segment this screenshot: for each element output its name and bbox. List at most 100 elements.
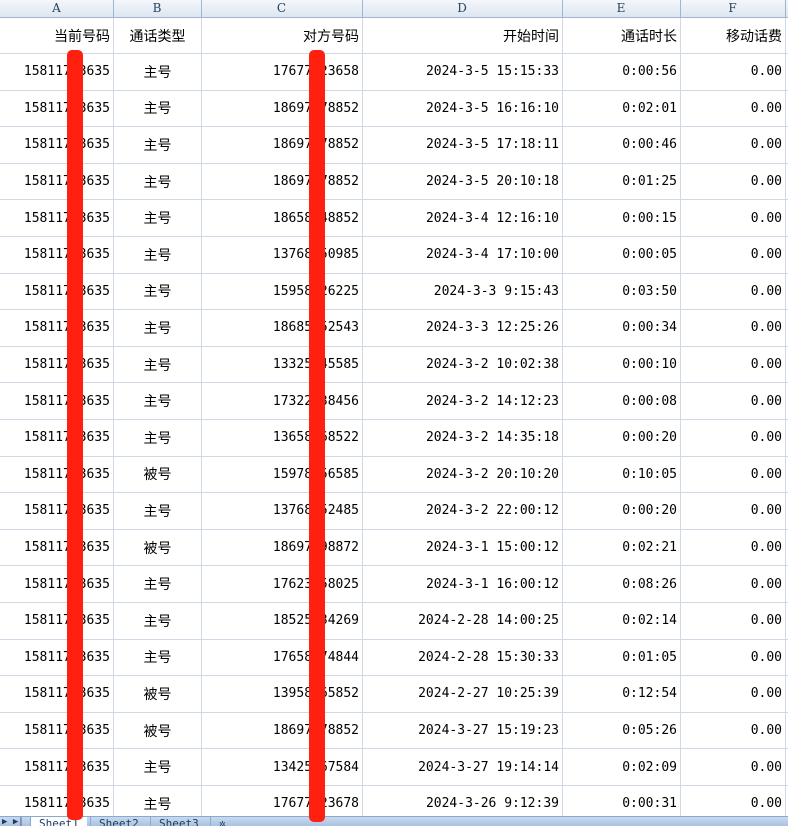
duration-cell[interactable]: 0:03:50 <box>563 273 681 310</box>
call-type-cell[interactable]: 被号 <box>114 529 202 566</box>
start-time-cell[interactable]: 2024-3-27 15:19:23 <box>363 712 563 749</box>
call-type-cell[interactable]: 主号 <box>114 54 202 90</box>
fee-cell[interactable]: 0.00 <box>681 127 786 163</box>
fee-cell[interactable]: 0.00 <box>681 712 786 749</box>
current-number-cell[interactable]: 15811753635 <box>0 163 114 200</box>
duration-cell[interactable]: 0:08:26 <box>563 566 681 602</box>
current-number-cell[interactable]: 15811753635 <box>0 639 114 676</box>
duration-cell[interactable]: 0:02:09 <box>563 749 681 785</box>
call-type-cell[interactable]: 主号 <box>114 639 202 676</box>
duration-cell[interactable]: 0:12:54 <box>563 676 681 712</box>
current-number-cell[interactable]: 15811753635 <box>0 786 114 822</box>
duration-cell[interactable]: 0:02:01 <box>563 90 681 127</box>
call-type-cell[interactable]: 主号 <box>114 603 202 639</box>
sheet-tab-2[interactable]: Sheet2 <box>90 817 147 826</box>
other-number-cell[interactable]: 17322538456 <box>202 383 363 419</box>
call-type-cell[interactable]: 被号 <box>114 712 202 749</box>
start-time-cell[interactable]: 2024-3-5 15:15:33 <box>363 54 563 90</box>
call-type-cell[interactable]: 被号 <box>114 456 202 493</box>
duration-cell[interactable]: 0:00:46 <box>563 127 681 163</box>
fee-cell[interactable]: 0.00 <box>681 676 786 712</box>
fee-cell[interactable]: 0.00 <box>681 529 786 566</box>
start-time-cell[interactable]: 2024-3-3 12:25:26 <box>363 310 563 346</box>
call-type-cell[interactable]: 主号 <box>114 749 202 785</box>
column-header-b[interactable]: B <box>113 0 202 17</box>
start-time-cell[interactable]: 2024-3-27 19:14:14 <box>363 749 563 785</box>
duration-cell[interactable]: 0:00:10 <box>563 346 681 383</box>
fee-cell[interactable]: 0.00 <box>681 90 786 127</box>
other-number-cell[interactable]: 15978156585 <box>202 456 363 493</box>
fee-cell[interactable]: 0.00 <box>681 786 786 822</box>
current-number-cell[interactable]: 15811753635 <box>0 383 114 419</box>
start-time-cell[interactable]: 2024-3-1 16:00:12 <box>363 566 563 602</box>
other-number-cell[interactable]: 17658474844 <box>202 639 363 676</box>
call-type-cell[interactable]: 主号 <box>114 273 202 310</box>
start-time-cell[interactable]: 2024-3-2 22:00:12 <box>363 493 563 529</box>
fee-cell[interactable]: 0.00 <box>681 566 786 602</box>
call-type-cell[interactable]: 主号 <box>114 493 202 529</box>
call-type-cell[interactable]: 主号 <box>114 566 202 602</box>
start-time-cell[interactable]: 2024-2-28 14:00:25 <box>363 603 563 639</box>
other-number-cell[interactable]: 18697378852 <box>202 163 363 200</box>
fee-cell[interactable]: 0.00 <box>681 163 786 200</box>
call-type-cell[interactable]: 被号 <box>114 676 202 712</box>
start-time-cell[interactable]: 2024-2-27 10:25:39 <box>363 676 563 712</box>
header-fee[interactable]: 移动话费 <box>681 18 786 53</box>
other-number-cell[interactable]: 13958265852 <box>202 676 363 712</box>
header-other-number[interactable]: 对方号码 <box>202 18 363 53</box>
duration-cell[interactable]: 0:01:05 <box>563 639 681 676</box>
call-type-cell[interactable]: 主号 <box>114 420 202 456</box>
other-number-cell[interactable]: 18525534269 <box>202 603 363 639</box>
current-number-cell[interactable]: 15811753635 <box>0 712 114 749</box>
call-type-cell[interactable]: 主号 <box>114 200 202 236</box>
other-number-cell[interactable]: 18685552543 <box>202 310 363 346</box>
other-number-cell[interactable]: 17623558025 <box>202 566 363 602</box>
current-number-cell[interactable]: 15811753635 <box>0 603 114 639</box>
column-header-e[interactable]: E <box>562 0 681 17</box>
fee-cell[interactable]: 0.00 <box>681 54 786 90</box>
call-type-cell[interactable]: 主号 <box>114 163 202 200</box>
current-number-cell[interactable]: 15811753635 <box>0 54 114 90</box>
other-number-cell[interactable]: 17677123658 <box>202 54 363 90</box>
duration-cell[interactable]: 0:00:34 <box>563 310 681 346</box>
start-time-cell[interactable]: 2024-3-26 9:12:39 <box>363 786 563 822</box>
current-number-cell[interactable]: 15811753635 <box>0 127 114 163</box>
current-number-cell[interactable]: 15811753635 <box>0 456 114 493</box>
current-number-cell[interactable]: 15811753635 <box>0 529 114 566</box>
current-number-cell[interactable]: 15811753635 <box>0 273 114 310</box>
fee-cell[interactable]: 0.00 <box>681 273 786 310</box>
duration-cell[interactable]: 0:00:05 <box>563 237 681 273</box>
duration-cell[interactable]: 0:10:05 <box>563 456 681 493</box>
start-time-cell[interactable]: 2024-3-2 10:02:38 <box>363 346 563 383</box>
current-number-cell[interactable]: 15811753635 <box>0 676 114 712</box>
duration-cell[interactable]: 0:00:08 <box>563 383 681 419</box>
call-type-cell[interactable]: 主号 <box>114 346 202 383</box>
fee-cell[interactable]: 0.00 <box>681 420 786 456</box>
current-number-cell[interactable]: 15811753635 <box>0 420 114 456</box>
column-header-d[interactable]: D <box>362 0 563 17</box>
header-call-type[interactable]: 通话类型 <box>114 18 202 53</box>
column-header-c[interactable]: C <box>201 0 363 17</box>
header-start-time[interactable]: 开始时间 <box>363 18 563 53</box>
current-number-cell[interactable]: 15811753635 <box>0 90 114 127</box>
other-number-cell[interactable]: 13325545585 <box>202 346 363 383</box>
other-number-cell[interactable]: 13425567584 <box>202 749 363 785</box>
start-time-cell[interactable]: 2024-3-3 9:15:43 <box>363 273 563 310</box>
other-number-cell[interactable]: 18697378852 <box>202 712 363 749</box>
current-number-cell[interactable]: 15811753635 <box>0 749 114 785</box>
header-current-number[interactable]: 当前号码 <box>0 18 114 53</box>
other-number-cell[interactable]: 13768250985 <box>202 237 363 273</box>
start-time-cell[interactable]: 2024-3-5 16:16:10 <box>363 90 563 127</box>
call-type-cell[interactable]: 主号 <box>114 90 202 127</box>
fee-cell[interactable]: 0.00 <box>681 346 786 383</box>
fee-cell[interactable]: 0.00 <box>681 603 786 639</box>
fee-cell[interactable]: 0.00 <box>681 237 786 273</box>
start-time-cell[interactable]: 2024-3-5 17:18:11 <box>363 127 563 163</box>
other-number-cell[interactable]: 13658568522 <box>202 420 363 456</box>
duration-cell[interactable]: 0:01:25 <box>563 163 681 200</box>
start-time-cell[interactable]: 2024-3-4 17:10:00 <box>363 237 563 273</box>
fee-cell[interactable]: 0.00 <box>681 493 786 529</box>
current-number-cell[interactable]: 15811753635 <box>0 200 114 236</box>
start-time-cell[interactable]: 2024-3-5 20:10:18 <box>363 163 563 200</box>
start-time-cell[interactable]: 2024-3-2 20:10:20 <box>363 456 563 493</box>
